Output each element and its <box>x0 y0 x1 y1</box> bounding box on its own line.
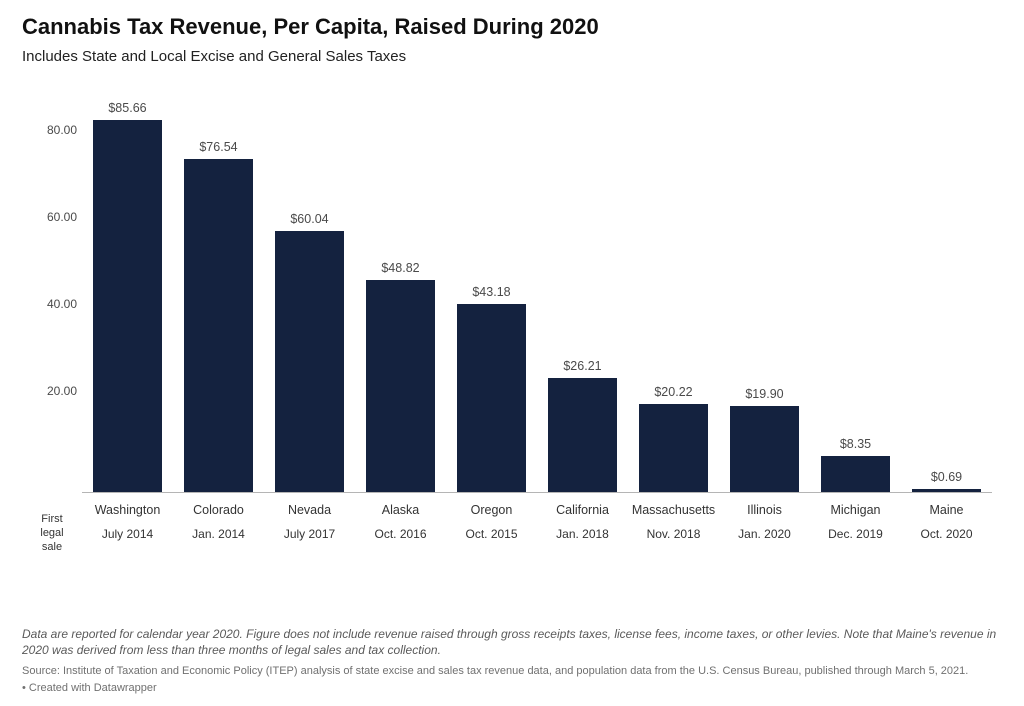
x-category-label: Oregon <box>446 495 537 517</box>
bar: $60.04 <box>275 231 344 492</box>
bar-value-label: $85.66 <box>93 101 162 120</box>
y-tick-label: 40.00 <box>32 297 77 311</box>
plot-area: $85.66 $76.54 $60.04 $48.82 $43.18 $26.21 $20.… <box>82 101 992 493</box>
x-category-label: California <box>537 495 628 517</box>
bar: $43.18 <box>457 304 526 492</box>
secondary-row-label: First legal sale <box>30 513 74 554</box>
bar: $48.82 <box>366 280 435 492</box>
bar: $8.35 <box>821 456 890 492</box>
bar: $26.21 <box>548 378 617 492</box>
x-category-label: Massachusetts <box>628 495 719 517</box>
secondary-row-cell: Jan. 2014 <box>173 521 264 541</box>
x-category-label: Michigan <box>810 495 901 517</box>
secondary-row: July 2014Jan. 2014July 2017Oct. 2016Oct.… <box>82 521 992 541</box>
bar: $0.69 <box>912 489 981 492</box>
chart-title: Cannabis Tax Revenue, Per Capita, Raised… <box>22 14 1002 40</box>
bar-value-label: $8.35 <box>821 437 890 456</box>
bar-slot: $85.66 <box>82 101 173 492</box>
bar-value-label: $43.18 <box>457 285 526 304</box>
bar-value-label: $48.82 <box>366 261 435 280</box>
bar-slot: $19.90 <box>719 101 810 492</box>
secondary-row-cell: Dec. 2019 <box>810 521 901 541</box>
bar-value-label: $60.04 <box>275 212 344 231</box>
bar-slot: $20.22 <box>628 101 719 492</box>
bar-slot: $43.18 <box>446 101 537 492</box>
source-line: Source: Institute of Taxation and Econom… <box>22 664 1002 679</box>
x-category-label: Washington <box>82 495 173 517</box>
x-category-label: Colorado <box>173 495 264 517</box>
bar-value-label: $76.54 <box>184 140 253 159</box>
chart-container: Cannabis Tax Revenue, Per Capita, Raised… <box>0 0 1024 706</box>
secondary-row-cell: Nov. 2018 <box>628 521 719 541</box>
bar-slot: $8.35 <box>810 101 901 492</box>
secondary-row-cell: Jan. 2018 <box>537 521 628 541</box>
chart-subtitle: Includes State and Local Excise and Gene… <box>22 48 1002 65</box>
bar-slot: $76.54 <box>173 101 264 492</box>
bar-slot: $60.04 <box>264 101 355 492</box>
chart-zone: $85.66 $76.54 $60.04 $48.82 $43.18 $26.21 $20.… <box>22 83 1002 563</box>
secondary-row-cell: Jan. 2020 <box>719 521 810 541</box>
bar-value-label: $26.21 <box>548 359 617 378</box>
bar: $85.66 <box>93 120 162 492</box>
secondary-row-cell: July 2017 <box>264 521 355 541</box>
secondary-row-cell: Oct. 2016 <box>355 521 446 541</box>
bar-value-label: $20.22 <box>639 385 708 404</box>
footer: Data are reported for calendar year 2020… <box>22 626 1002 694</box>
secondary-row-cell: July 2014 <box>82 521 173 541</box>
y-tick-label: 60.00 <box>32 210 77 224</box>
bar-slot: $0.69 <box>901 101 992 492</box>
x-category-label: Maine <box>901 495 992 517</box>
bar: $19.90 <box>730 406 799 492</box>
x-axis: WashingtonColoradoNevadaAlaskaOregonCali… <box>82 495 992 517</box>
secondary-row-cell: Oct. 2020 <box>901 521 992 541</box>
bar-value-label: $0.69 <box>912 470 981 489</box>
bar: $76.54 <box>184 159 253 492</box>
credit-line: • Created with Datawrapper <box>22 682 1002 694</box>
bar-value-label: $19.90 <box>730 387 799 406</box>
bar: $20.22 <box>639 404 708 492</box>
bar-slot: $48.82 <box>355 101 446 492</box>
y-tick-label: 20.00 <box>32 384 77 398</box>
x-category-label: Alaska <box>355 495 446 517</box>
y-tick-label: 80.00 <box>32 123 77 137</box>
bars-group: $85.66 $76.54 $60.04 $48.82 $43.18 $26.21 $20.… <box>82 101 992 492</box>
bar-slot: $26.21 <box>537 101 628 492</box>
x-category-label: Nevada <box>264 495 355 517</box>
x-category-label: Illinois <box>719 495 810 517</box>
secondary-row-cell: Oct. 2015 <box>446 521 537 541</box>
footnote: Data are reported for calendar year 2020… <box>22 626 1002 658</box>
